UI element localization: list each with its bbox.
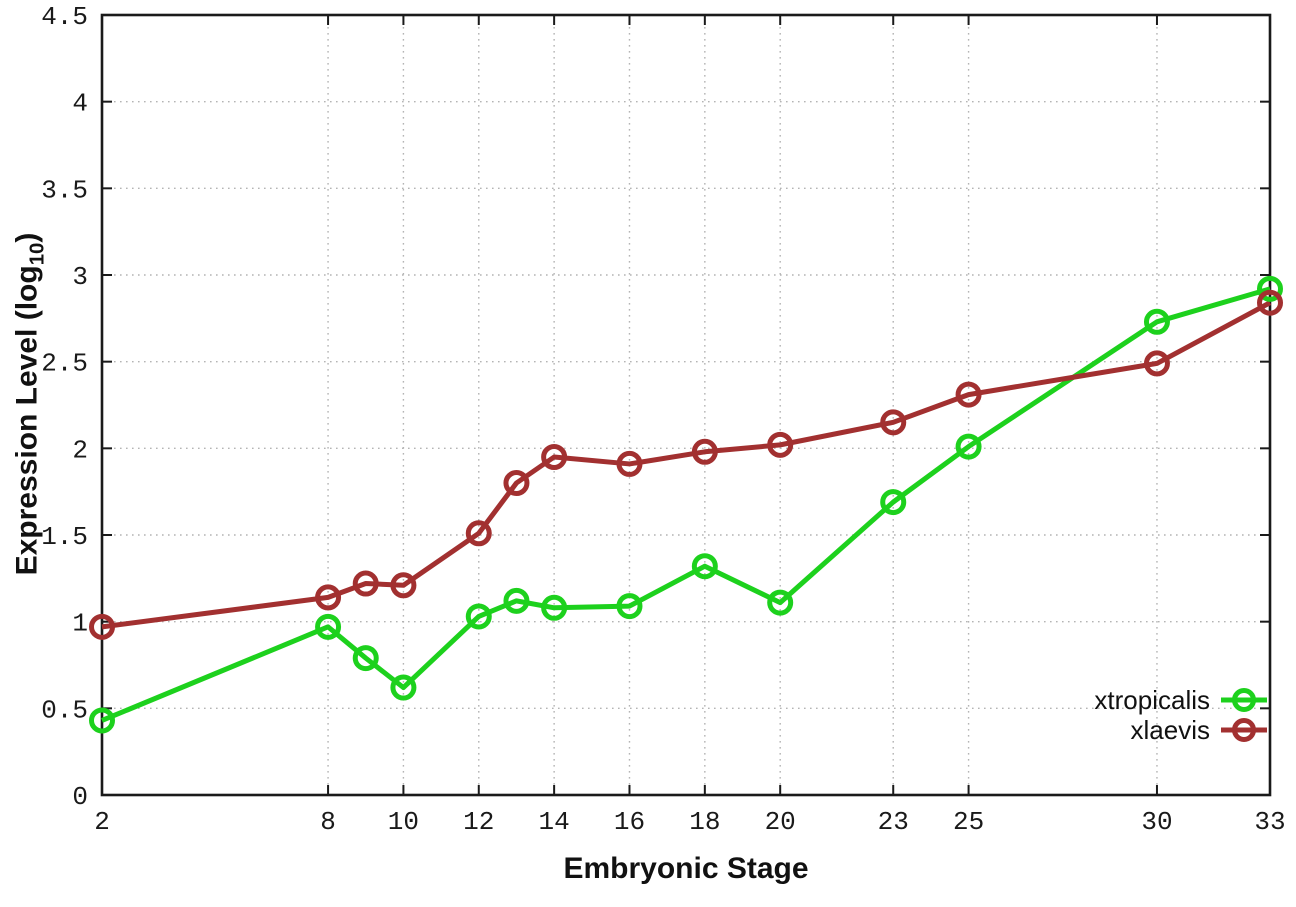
data-point-xtropicalis <box>955 433 982 460</box>
x-axis-title: Embryonic Stage <box>563 852 809 885</box>
data-point-xtropicalis <box>767 589 794 616</box>
y-axis-title-suffix: ) <box>10 232 44 243</box>
legend-entry-xlaevis: xlaevis <box>1094 715 1268 745</box>
data-point-xlaevis <box>691 438 718 465</box>
x-tick-label: 16 <box>614 807 645 837</box>
data-point-xtropicalis <box>89 707 115 734</box>
series-line-xlaevis <box>101 300 1272 630</box>
data-point-xtropicalis <box>880 489 907 516</box>
data-point-xlaevis <box>541 444 568 470</box>
y-tick-label: 4.5 <box>41 2 88 32</box>
legend-label-xtropicalis: xtropicalis <box>1094 685 1210 715</box>
data-point-xtropicalis <box>465 603 492 630</box>
plot-border <box>100 13 1272 797</box>
x-tick-label: 12 <box>463 807 494 837</box>
x-tick-label: 10 <box>388 807 419 837</box>
x-tick-label: 33 <box>1254 807 1285 837</box>
data-point-xlaevis <box>955 381 982 408</box>
legend-label-xlaevis: xlaevis <box>1130 715 1210 745</box>
data-point-xlaevis <box>880 409 907 436</box>
data-point-xlaevis <box>767 431 794 458</box>
data-point-xtropicalis <box>616 593 643 620</box>
data-point-xlaevis <box>1143 350 1170 377</box>
y-tick-label: 1.5 <box>41 522 88 552</box>
data-point-xlaevis <box>89 613 115 640</box>
series-line-xtropicalis <box>101 286 1271 723</box>
data-point-xlaevis <box>315 584 342 611</box>
x-tick-label: 8 <box>320 807 336 837</box>
y-tick-label: 3.5 <box>41 175 88 205</box>
data-point-xtropicalis <box>390 674 417 701</box>
x-tick-label: 20 <box>765 807 796 837</box>
data-point-xtropicalis <box>1257 275 1283 302</box>
x-tick-label: 23 <box>878 807 909 837</box>
data-point-xlaevis <box>616 450 643 477</box>
x-tick-label: 30 <box>1141 807 1172 837</box>
x-tick-label: 2 <box>94 807 110 837</box>
legend-entry-xtropicalis: xtropicalis <box>1094 685 1268 715</box>
y-tick-label: 2.5 <box>41 349 88 379</box>
y-tick-label: 1 <box>72 609 88 639</box>
legend: xtropicalis xlaevis <box>1094 685 1268 745</box>
data-point-xtropicalis <box>315 613 342 640</box>
y-axis-title-subscript: 10 <box>26 242 49 266</box>
y-axis-title-text: Expression Level (log <box>10 265 44 576</box>
legend-marker-xlaevis <box>1221 718 1267 742</box>
y-tick-label: 0.5 <box>41 695 88 725</box>
y-axis-title: Expression Level (log10) <box>11 233 50 576</box>
x-tick-label: 14 <box>539 807 570 837</box>
data-point-xtropicalis <box>691 553 718 580</box>
data-point-xlaevis <box>390 572 417 599</box>
data-point-xtropicalis <box>352 645 379 672</box>
data-point-xlaevis <box>1257 289 1283 316</box>
data-point-xtropicalis <box>541 594 568 621</box>
legend-marker-xtropicalis <box>1221 688 1267 712</box>
x-tick-label: 25 <box>953 807 984 837</box>
y-tick-label: 2 <box>72 435 88 465</box>
data-point-xlaevis <box>465 520 492 547</box>
data-point-xtropicalis <box>503 587 530 614</box>
y-tick-label: 3 <box>72 262 88 292</box>
y-tick-label: 4 <box>72 89 88 119</box>
data-point-xtropicalis <box>1143 308 1170 335</box>
x-tick-label: 18 <box>689 807 720 837</box>
y-tick-label: 0 <box>72 782 88 812</box>
data-point-xlaevis <box>352 570 379 597</box>
data-point-xlaevis <box>503 470 530 496</box>
